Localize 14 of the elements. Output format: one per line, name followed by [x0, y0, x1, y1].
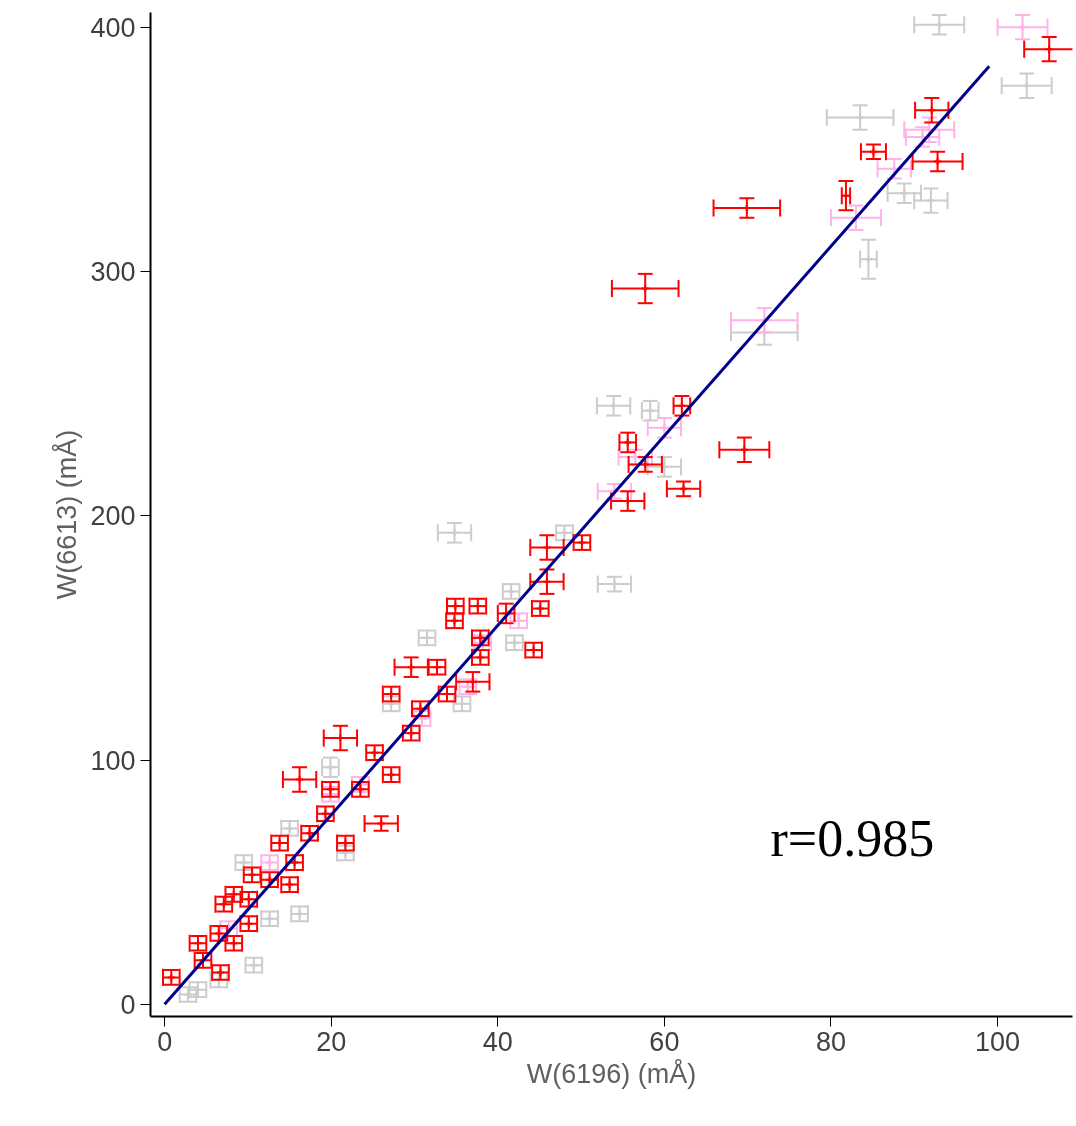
y-tick-label: 100 [90, 745, 136, 776]
y-tick-label: 400 [90, 12, 136, 43]
x-axis-title: W(6196) (mÅ) [526, 1057, 697, 1089]
y-axis-title: W(6613) (mÅ) [51, 429, 83, 600]
annotation: r=0.985 [770, 809, 935, 867]
y-tick-label: 300 [90, 256, 136, 287]
y-tick-label: 200 [90, 501, 136, 532]
x-tick-label: 60 [649, 1026, 680, 1057]
x-tick-label: 20 [316, 1026, 347, 1057]
y-tick-label: 0 [120, 989, 136, 1020]
x-tick-label: 80 [815, 1026, 846, 1057]
x-tick-label: 0 [157, 1026, 173, 1057]
x-tick-label: 40 [482, 1026, 513, 1057]
x-tick-label: 100 [975, 1026, 1021, 1057]
